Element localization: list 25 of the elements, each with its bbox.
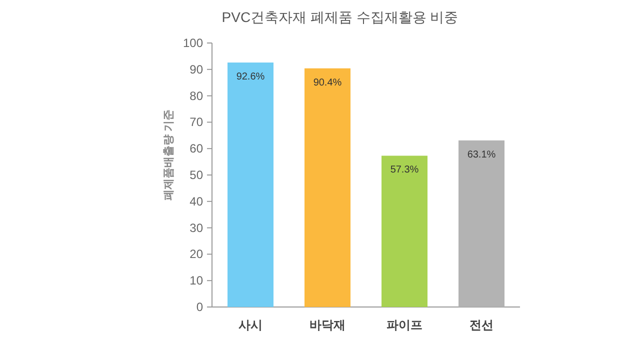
x-tick-label: 파이프 bbox=[386, 318, 422, 332]
y-tick-label: 50 bbox=[190, 168, 204, 182]
x-tick-label: 전선 bbox=[470, 318, 494, 332]
bar bbox=[304, 68, 350, 307]
y-tick-label: 60 bbox=[190, 142, 204, 156]
chart-title: PVC건축자재 폐제품 수집재활용 비중 bbox=[222, 9, 458, 25]
y-tick-label: 40 bbox=[190, 194, 204, 208]
y-tick-label: 100 bbox=[182, 36, 204, 50]
bar bbox=[458, 140, 504, 307]
y-tick-label: 80 bbox=[190, 88, 204, 103]
data-label: 57.3% bbox=[390, 164, 419, 176]
bar bbox=[382, 156, 428, 307]
bar bbox=[228, 62, 274, 307]
y-tick-label: 70 bbox=[190, 115, 204, 130]
data-label: 63.1% bbox=[467, 149, 496, 160]
x-tick-label: 바닥재 bbox=[310, 318, 346, 332]
y-tick-label: 30 bbox=[190, 220, 204, 235]
y-tick-label: 20 bbox=[190, 247, 204, 262]
y-tick-label: 10 bbox=[190, 274, 204, 288]
y-axis-title: 폐제품배출량 기준 bbox=[163, 109, 175, 201]
y-tick-label: 90 bbox=[190, 62, 204, 76]
data-label: 92.6% bbox=[236, 72, 265, 83]
data-label: 90.4% bbox=[313, 77, 342, 88]
y-tick-label: 0 bbox=[196, 300, 204, 314]
x-tick-label: 사시 bbox=[238, 318, 262, 332]
